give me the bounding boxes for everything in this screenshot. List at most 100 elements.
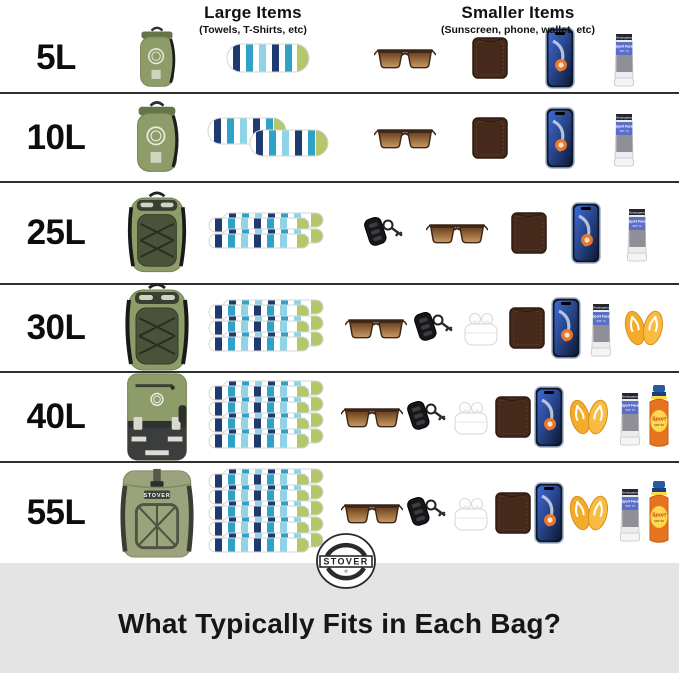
svg-text:SPF 70: SPF 70 [596,319,606,323]
size-row-55l: 55L STOVER [0,461,679,563]
towel-stack-icon [202,38,334,78]
svg-text:Neutrogena: Neutrogena [593,306,609,310]
svg-text:SPF 70: SPF 70 [632,224,642,228]
car-key-icon [411,307,455,349]
towel-stack-icon [202,379,334,455]
sunscreen-tube-icon: Neutrogena Sport Face SPF 70 [615,484,645,542]
svg-text:Sport Face: Sport Face [621,404,639,408]
sunscreen-tube-icon: Neutrogena Sport Face SPF 70 [622,204,652,262]
sunglasses-icon [341,403,404,431]
car-key-icon [404,492,448,534]
svg-text:Sport: Sport [652,513,666,519]
svg-text:STOVER: STOVER [143,493,170,499]
svg-text:SPF 70: SPF 70 [619,49,629,53]
sunglasses-icon [374,44,437,72]
svg-text:Sport Face: Sport Face [628,220,646,224]
sunglasses-icon [426,219,489,247]
phone-icon [551,297,581,359]
airpods-icon [450,493,492,533]
large-items-header: Large Items (Towels, T-Shirts, etc) [163,3,343,36]
phone-icon [534,482,564,544]
large-items-subtitle: (Towels, T-Shirts, etc) [199,24,307,36]
sunscreen-tube-icon: Neutrogena Sport Face SPF 70 [609,29,639,87]
bag-icon [112,370,202,464]
large-items-title: Large Items [204,3,302,22]
size-label: 55L [26,493,86,532]
svg-text:Neutrogena: Neutrogena [616,115,632,119]
flip-flops-icon [565,491,613,535]
size-row-5l: 5L Neutrogena Sport Face SPF [0,0,679,92]
car-key-icon [361,212,405,254]
size-row-10l: 10L Neutrogena Sport Fa [0,92,679,181]
size-label: 30L [26,308,86,347]
size-rows: 5L Neutrogena Sport Face SPF [0,0,679,563]
svg-text:SPF 70: SPF 70 [619,129,629,133]
phone-icon [570,202,601,264]
svg-text:Sport Face: Sport Face [592,315,610,319]
towel-stack-icon [202,114,334,162]
sunglasses-icon [341,499,404,527]
footer-title: What Typically Fits in Each Bag? [117,608,562,639]
wallet-icon [493,490,533,536]
towel-stack-icon [202,298,334,358]
sunscreen-spray-icon: Sport SPF 50 [646,384,672,450]
svg-text:Neutrogena: Neutrogena [616,36,632,40]
wallet-icon [470,115,510,161]
wallet-icon [493,394,533,440]
sunscreen-tube-icon: Neutrogena Sport Face SPF 70 [609,109,639,167]
bag-icon [112,282,202,374]
sunscreen-spray-icon: Sport SPF 50 [646,480,672,546]
size-label: 10L [26,117,86,157]
phone-icon [544,106,575,169]
wallet-icon [470,35,510,81]
svg-text:Sport Face: Sport Face [615,45,633,49]
smaller-items-header: Smaller Items (Sunscreen, phone, wallet,… [398,3,638,36]
bag-icon: STOVER [112,463,202,563]
sunscreen-tube-icon: Neutrogena Sport Face SPF 70 [615,388,645,446]
airpods-icon [460,308,502,348]
phone-icon [534,386,564,448]
svg-text:STOVER: STOVER [323,557,368,567]
size-row-40l: 40L [0,371,679,461]
size-row-25l: 25L [0,181,679,283]
size-label: 25L [26,213,86,252]
size-row-30l: 30L [0,283,679,371]
car-key-icon [404,396,448,438]
small-items-group: Neutrogena Sport Face SPF 70 [334,297,679,359]
svg-text:Neutrogena: Neutrogena [622,491,638,495]
svg-text:Neutrogena: Neutrogena [622,395,638,399]
svg-text:SPF 70: SPF 70 [625,408,635,412]
stover-logo: STOVER ® [314,531,378,591]
bag-icon [112,26,202,90]
svg-text:Sport Face: Sport Face [621,500,639,504]
wallet-icon [507,305,547,351]
svg-text:Sport: Sport [652,417,666,423]
svg-text:SPF 50: SPF 50 [654,519,664,523]
small-items-group: Neutrogena Sport Face SPF 70 [334,106,679,169]
flip-flops-icon [565,395,613,439]
size-label: 40L [26,397,86,436]
svg-text:Neutrogena: Neutrogena [629,211,645,215]
airpods-icon [450,397,492,437]
towel-stack-icon [202,467,334,559]
towel-stack-icon [202,211,334,255]
small-items-group: Neutrogena Sport Face SPF 70 [334,27,679,89]
size-label: 5L [36,38,76,77]
bag-icon [112,190,202,276]
phone-icon [544,27,575,89]
sunscreen-tube-icon: Neutrogena Sport Face SPF 70 [586,299,616,357]
svg-text:®: ® [344,568,348,574]
smaller-items-title: Smaller Items [461,3,575,22]
small-items-group: Neutrogena Sport Face SPF 70 Sport SPF 5… [334,480,679,546]
sunglasses-icon [374,124,437,152]
small-items-group: Neutrogena Sport Face SPF 70 Sport SPF 5… [334,384,679,450]
bag-icon [112,97,202,179]
svg-text:Sport Face: Sport Face [615,124,633,128]
svg-text:SPF 70: SPF 70 [625,504,635,508]
sunglasses-icon [344,314,407,342]
small-items-group: Neutrogena Sport Face SPF 70 [334,202,679,264]
wallet-icon [509,210,549,256]
smaller-items-subtitle: (Sunscreen, phone, wallet, etc) [440,24,596,36]
svg-text:SPF 50: SPF 50 [654,423,664,427]
